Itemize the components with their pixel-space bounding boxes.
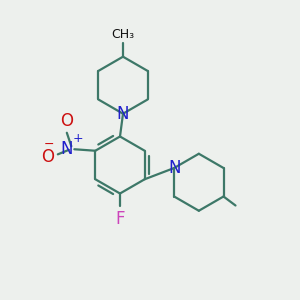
Text: CH₃: CH₃: [111, 28, 135, 41]
Text: N: N: [168, 159, 180, 177]
Text: N: N: [60, 140, 73, 158]
Text: −: −: [44, 138, 54, 151]
Text: O: O: [41, 148, 54, 166]
Text: +: +: [73, 132, 83, 145]
Text: O: O: [60, 112, 73, 130]
Text: N: N: [117, 105, 129, 123]
Text: F: F: [115, 210, 125, 228]
